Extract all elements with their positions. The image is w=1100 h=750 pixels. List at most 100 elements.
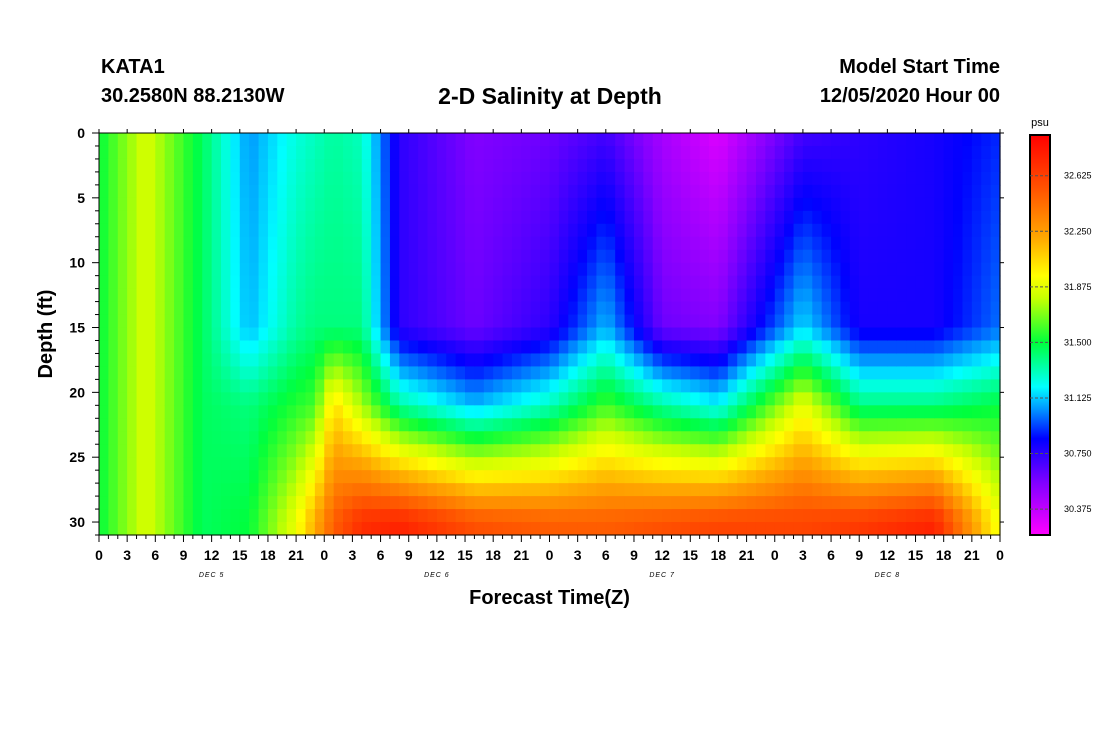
heatmap-cell [483,171,494,186]
heatmap-cell [755,145,766,160]
heatmap-cell [474,379,485,393]
heatmap-cell [718,496,729,510]
heatmap-cell [183,262,194,277]
heatmap-cell [314,210,325,225]
heatmap-cell [615,470,626,484]
heatmap-cell [971,184,982,199]
heatmap-cell [183,522,194,536]
heatmap-cell [868,262,879,277]
heatmap-cell [145,314,156,329]
heatmap-cell [418,353,429,368]
heatmap-cell [812,262,823,277]
heatmap-cell [643,275,654,290]
heatmap-cell [671,522,682,536]
heatmap-cell [136,236,147,251]
heatmap-cell [436,249,447,264]
heatmap-cell [239,301,250,316]
heatmap-cell [643,483,654,497]
heatmap-cell [174,496,185,510]
heatmap-cell [662,496,673,510]
heatmap-cell [202,133,213,147]
heatmap-cell [249,158,260,173]
heatmap-cell [981,418,992,432]
heatmap-cell [99,314,109,329]
heatmap-cell [314,392,325,406]
heatmap-cell [427,288,438,303]
heatmap-cell [624,379,635,393]
heatmap-cell [690,483,701,497]
heatmap-cell [765,145,776,160]
heatmap-cell [849,301,860,316]
heatmap-cell [981,470,992,484]
heatmap-cell [793,210,804,225]
heatmap-cell [577,197,588,212]
heatmap-cell [267,496,278,510]
heatmap-cell [455,353,466,368]
heatmap-cell [408,366,419,380]
heatmap-cell [943,522,954,536]
heatmap-cell [371,483,382,497]
heatmap-cell [267,197,278,212]
heatmap-cell [99,236,109,251]
heatmap-cell [934,145,945,160]
heatmap-cell [934,444,945,458]
heatmap-cell [643,133,654,147]
heatmap-cell [164,236,175,251]
heatmap-cell [587,483,598,497]
heatmap-cell [774,405,785,419]
heatmap-cell [455,133,466,147]
heatmap-cell [230,223,241,238]
heatmap-cell [605,444,616,458]
heatmap-cell [324,353,335,368]
heatmap-cell [990,301,1001,316]
heatmap-cell [399,379,410,393]
heatmap-cell [352,522,363,536]
heatmap-cell [680,457,691,471]
x-tick-label: 0 [546,547,554,563]
heatmap-cell [840,288,851,303]
heatmap-cell [953,223,964,238]
heatmap-cell [784,301,795,316]
heatmap-cell [408,340,419,355]
heatmap-cell [267,301,278,316]
heatmap-cell [305,366,316,380]
heatmap-cell [380,509,391,523]
heatmap-cell [821,522,832,536]
heatmap-cell [145,366,156,380]
heatmap-cell [389,262,400,277]
heatmap-cell [624,158,635,173]
heatmap-cell [568,327,579,342]
heatmap-cell [230,418,241,432]
heatmap-cell [680,444,691,458]
heatmap-cell [277,197,288,212]
colorbar-tick-label: 31.875 [1064,282,1092,292]
heatmap-cell [427,457,438,471]
heatmap-cell [267,470,278,484]
heatmap-cell [239,405,250,419]
heatmap-cell [737,379,748,393]
heatmap-cell [399,288,410,303]
heatmap-cell [887,184,898,199]
heatmap-cell [587,444,598,458]
heatmap-cell [765,457,776,471]
heatmap-cell [821,133,832,147]
heatmap-cell [924,496,935,510]
heatmap-cell [399,366,410,380]
heatmap-cell [633,145,644,160]
heatmap-cell [596,262,607,277]
heatmap-cell [849,522,860,536]
heatmap-cell [324,275,335,290]
heatmap-cell [943,301,954,316]
heatmap-cell [333,314,344,329]
heatmap-cell [877,405,888,419]
heatmap-cell [221,353,231,368]
heatmap-cell [577,210,588,225]
heatmap-cell [399,301,410,316]
heatmap-cell [202,457,213,471]
heatmap-cell [671,392,682,406]
heatmap-cell [633,353,644,368]
heatmap-cell [286,288,297,303]
heatmap-cell [868,418,879,432]
heatmap-cell [540,145,551,160]
heatmap-cell [887,171,898,186]
